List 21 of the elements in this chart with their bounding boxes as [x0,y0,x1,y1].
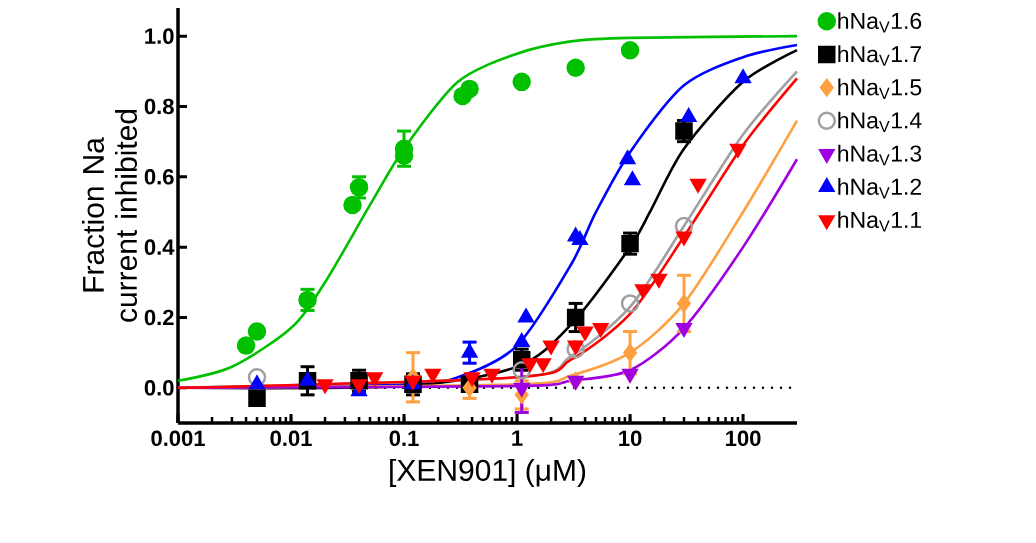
legend-label: hNa$_{V}$1.4 [838,111,922,133]
x-tick-label: 10 [619,430,642,447]
legend-label: hNa$_{V}$1.3 [838,144,922,166]
legend-label: hNa$_{V}$1.2 [838,178,922,199]
y-tick-label: 0.4 [144,239,175,255]
y-tick-label: 0.0 [144,380,174,396]
y-tick-label: 0.8 [144,98,174,115]
x-tick-label: 0.001 [151,430,205,447]
x-tick-label: 1 [512,430,523,446]
y-axis-title: Fraction Na current inhibited [81,109,138,322]
legend-label: hNa$_{V}$1.1 [838,211,922,232]
x-axis-title: [XEN901] (μM) [390,458,586,487]
x-tick-label: 0.01 [270,430,312,447]
y-tick-label: 0.6 [144,169,174,185]
y-tick-label: 0.2 [144,309,174,326]
x-tick-label: 100 [726,430,761,447]
legend-label: hNa$_{V}$1.5 [838,78,922,99]
legend-label: hNa$_{V}$1.6 [838,12,922,33]
legend-label: hNa$_{V}$1.7 [838,45,922,66]
y-tick-label: 1.0 [145,28,174,44]
x-tick-label: 0.1 [389,430,419,447]
